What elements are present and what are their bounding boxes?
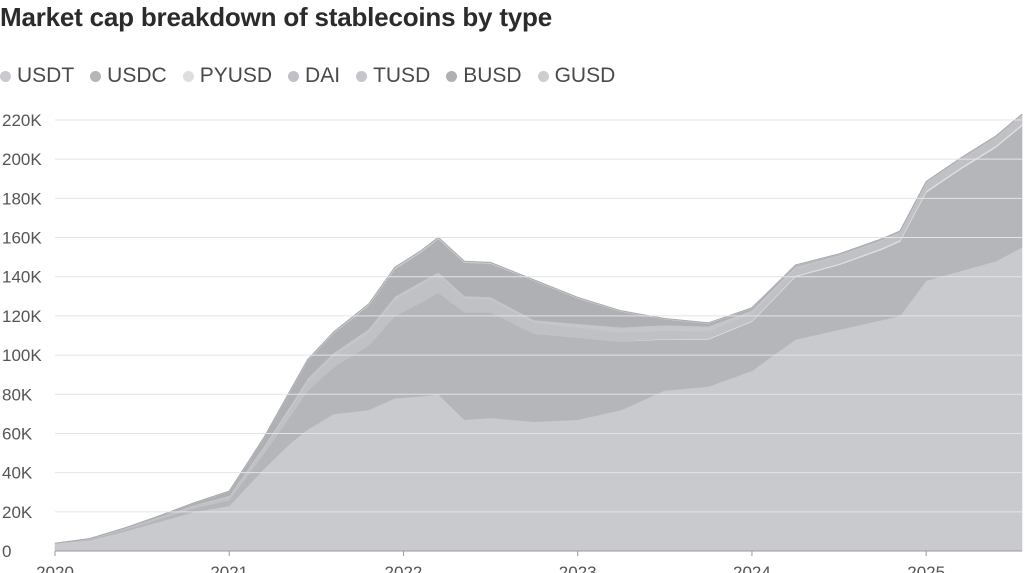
x-tick-label: 2025 xyxy=(907,563,945,573)
legend-item-pyusd: PYUSD xyxy=(182,64,273,88)
legend-swatch xyxy=(90,70,102,82)
legend-label: USDC xyxy=(107,64,167,87)
legend-label: BUSD xyxy=(463,64,522,87)
legend-item-usdt: USDT xyxy=(0,64,74,88)
legend-item-busd: BUSD xyxy=(446,64,522,88)
legend-label: TUSD xyxy=(373,64,431,87)
legend-swatch xyxy=(182,70,194,82)
x-tick-label: 2020 xyxy=(36,563,74,573)
y-tick-label: 160K xyxy=(2,229,42,248)
legend-swatch xyxy=(288,70,300,82)
x-tick-label: 2021 xyxy=(210,563,248,573)
legend-item-tusd: TUSD xyxy=(356,64,430,88)
x-tick-label: 2022 xyxy=(385,563,423,573)
y-tick-label: 0 xyxy=(2,542,11,561)
legend-label: GUSD xyxy=(554,64,616,87)
y-tick-label: 180K xyxy=(2,189,42,208)
legend-label: USDT xyxy=(17,64,75,87)
legend-swatch xyxy=(446,70,458,82)
y-tick-label: 40K xyxy=(2,464,33,483)
y-tick-label: 60K xyxy=(2,424,33,443)
y-tick-label: 80K xyxy=(2,385,33,404)
legend-item-usdc: USDC xyxy=(90,64,167,88)
legend-swatch xyxy=(356,70,368,82)
x-tick-label: 2024 xyxy=(733,563,771,573)
y-tick-label: 220K xyxy=(2,111,42,130)
y-tick-label: 140K xyxy=(2,268,42,287)
legend-item-gusd: GUSD xyxy=(537,64,616,88)
chart-legend: USDT USDC PYUSD DAI TUSD BUSD GUSD xyxy=(0,63,631,89)
legend-item-dai: DAI xyxy=(288,64,340,88)
y-tick-label: 200K xyxy=(2,150,42,169)
legend-swatch xyxy=(537,70,549,82)
legend-label: DAI xyxy=(305,64,341,87)
chart-title: Market cap breakdown of stablecoins by t… xyxy=(0,2,552,32)
legend-label: PYUSD xyxy=(199,64,273,87)
y-tick-label: 20K xyxy=(2,503,33,522)
y-tick-label: 100K xyxy=(2,346,42,365)
y-tick-label: 120K xyxy=(2,307,42,326)
x-tick-label: 2023 xyxy=(559,563,597,573)
legend-swatch xyxy=(0,70,11,82)
